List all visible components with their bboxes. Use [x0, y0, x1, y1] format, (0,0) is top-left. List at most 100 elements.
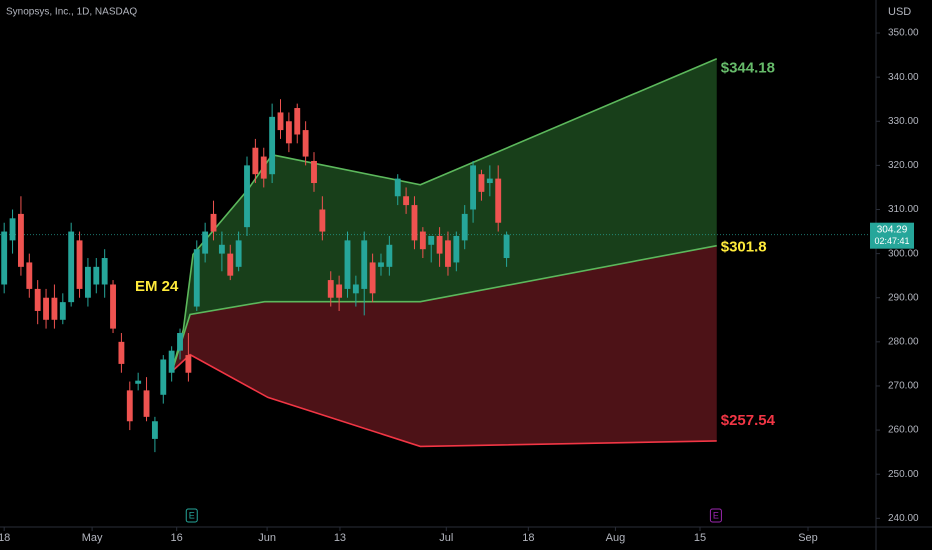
candle-body	[336, 284, 343, 298]
candle-body	[453, 235, 460, 263]
x-tick-label: Jun	[258, 532, 276, 544]
candle-body	[277, 112, 284, 131]
candle-body	[9, 218, 16, 241]
candle-body	[369, 262, 376, 294]
candle-body	[470, 165, 477, 210]
candle-body	[160, 359, 167, 395]
chart-title: Synopsys, Inc., 1D, NASDAQ	[6, 7, 137, 18]
annotation: $301.8	[721, 239, 767, 256]
candle-body	[135, 380, 142, 384]
candle-body	[386, 244, 393, 267]
candle-body	[93, 266, 100, 285]
x-tick-label: 15	[694, 532, 706, 544]
y-tick-label: 310.00	[888, 204, 919, 215]
candle-body	[419, 231, 426, 250]
candle-body	[260, 156, 267, 179]
candle-body	[43, 297, 49, 320]
y-tick-label: 290.00	[888, 292, 919, 303]
x-tick-label: Aug	[606, 532, 626, 544]
event-marker	[185, 508, 198, 523]
x-tick-label: May	[82, 532, 103, 544]
y-tick-label: 350.00	[888, 28, 919, 39]
candle-body	[319, 209, 326, 232]
candle-body	[361, 240, 368, 289]
candle-body	[445, 240, 451, 267]
price-tag-countdown: 02:47:41	[874, 236, 909, 246]
candle-body	[168, 350, 175, 373]
candle-body	[193, 249, 200, 307]
candle-body	[26, 262, 33, 289]
candle-body	[461, 213, 468, 241]
candle-body	[110, 284, 116, 329]
candle-body	[210, 213, 217, 232]
price-tag	[870, 222, 914, 249]
candle-body	[177, 333, 183, 351]
candle-body	[68, 231, 75, 303]
y-tick-label: 270.00	[888, 381, 919, 392]
candle-body	[59, 302, 66, 320]
x-tick-label: Sep	[798, 532, 818, 544]
candle-body	[344, 240, 351, 289]
candle-body	[51, 297, 58, 320]
x-tick-label: 16	[171, 532, 183, 544]
candle-body	[84, 266, 91, 298]
candle-body	[252, 147, 259, 175]
annotation: $344.18	[721, 60, 775, 77]
y-tick-label: 320.00	[888, 160, 919, 171]
middle-band-line	[171, 244, 717, 372]
candle-body	[486, 178, 493, 184]
candle-body	[18, 213, 24, 267]
y-tick-label: 250.00	[888, 469, 919, 480]
candle-body	[235, 240, 242, 267]
candle-body	[126, 390, 133, 422]
candle-body	[1, 231, 8, 285]
y-tick-label: 340.00	[888, 72, 919, 83]
candle-body	[285, 121, 292, 144]
candle-body	[352, 284, 359, 294]
candle-body	[302, 130, 309, 157]
y-tick-label: 240.00	[888, 513, 919, 524]
candle-body	[118, 341, 125, 364]
candle-body	[101, 258, 108, 285]
candle-body	[411, 205, 418, 241]
candle-body	[294, 108, 301, 135]
candle-body	[185, 355, 192, 373]
candle-body	[327, 280, 334, 298]
candle-body	[311, 160, 317, 184]
candle-body	[227, 253, 234, 276]
x-tick-label: 18	[0, 532, 10, 544]
candle-body	[436, 235, 443, 254]
x-tick-label: 18	[522, 532, 534, 544]
candle-body	[478, 174, 485, 192]
lower-band-line	[171, 353, 717, 448]
x-tick-label: Jul	[439, 532, 453, 544]
event-label: E	[713, 510, 719, 520]
y-tick-label: 300.00	[888, 248, 919, 259]
candle-body	[428, 235, 435, 245]
annotation: EM 24	[135, 278, 179, 295]
y-tick-label: 280.00	[888, 336, 919, 347]
currency-label: USD	[888, 6, 911, 18]
candle-body	[244, 165, 250, 228]
candle-body	[503, 234, 510, 259]
candle-body	[378, 262, 384, 267]
y-tick-label: 330.00	[888, 116, 919, 127]
candle-body	[76, 240, 83, 289]
price-tag-value: 304.29	[877, 224, 908, 235]
candle-body	[218, 244, 225, 254]
event-label: E	[189, 510, 195, 520]
upper-band-fill	[171, 58, 717, 372]
candle-body	[151, 421, 158, 439]
lower-band-fill	[171, 245, 717, 447]
candle-body	[143, 390, 150, 417]
annotation: $257.54	[721, 412, 776, 429]
candle-body	[34, 288, 41, 311]
event-marker	[709, 508, 722, 523]
x-tick-label: 13	[334, 532, 346, 544]
candle-body	[202, 231, 209, 254]
candle-body	[495, 178, 502, 223]
candle-body	[269, 116, 276, 175]
candle-body	[394, 178, 401, 197]
candle-body	[403, 196, 410, 206]
